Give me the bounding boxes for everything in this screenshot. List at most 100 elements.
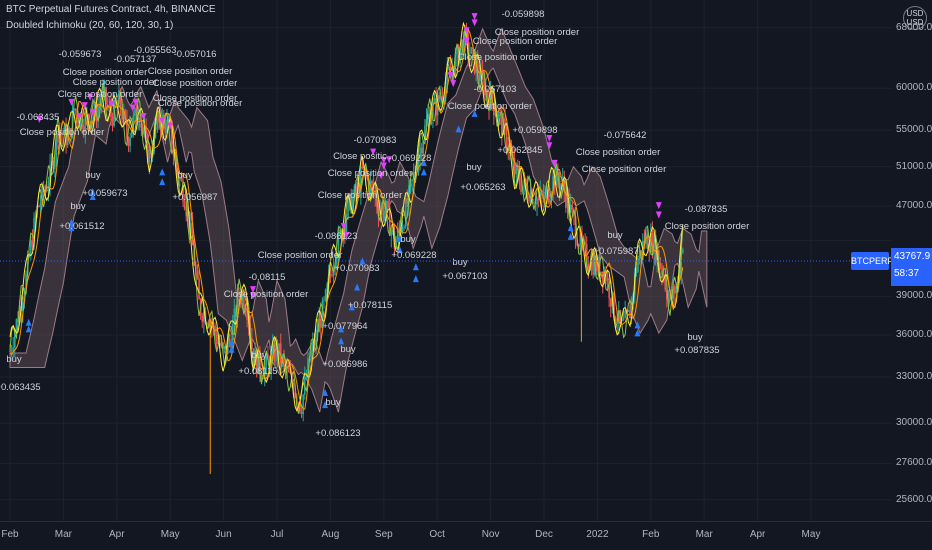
candle-body [605,270,607,281]
price-tick-label: 60000.0 [896,82,932,94]
buy-marker [89,187,96,195]
candle-body [587,264,590,269]
candle-body [345,218,348,233]
candle-body [560,184,562,190]
sell-marker [81,102,88,110]
sell-marker [447,72,454,80]
candle-body [617,310,620,324]
sell-marker [343,231,350,239]
candle-body [182,180,184,202]
candle-body [126,120,128,139]
buy-marker [420,158,427,166]
candle-body [614,317,617,323]
indicator-legend[interactable]: Doubled Ichimoku (20, 60, 120, 30, 1) [6,20,174,31]
candle-body [54,155,56,169]
candle-body [406,198,409,204]
candle-body [355,185,357,193]
candle-body [14,332,16,348]
candle-body [127,138,130,147]
currency-selector[interactable]: USD USD [903,6,927,30]
candle-body [456,46,458,56]
candle-body [60,132,63,134]
time-tick-label: Oct [429,529,445,540]
signal-label: -0.063435 [17,112,60,123]
price-tick-label: 55000.0 [896,124,932,136]
candle-body [523,179,526,187]
price-tick-label: 25600.0 [896,493,932,505]
signal-label: +0.061512 [59,221,104,232]
time-tick-label: Jul [270,529,284,540]
candle-body [648,248,650,253]
signal-label: +0.087835 [674,345,719,356]
candle-body [283,356,285,363]
candle-body [315,329,317,346]
candle-body [286,367,288,370]
signal-label: Close position order [473,36,558,47]
signal-label: +0.063435 [0,382,41,393]
signal-label: buy [607,230,623,241]
candle-body [246,313,248,320]
sell-marker [167,122,174,130]
chart-title[interactable]: BTC Perpetual Futures Contract, 4h, BINA… [6,4,216,15]
candle-body [682,249,684,253]
sell-marker [159,117,166,125]
candle-body [111,117,114,126]
candle-body [476,60,479,75]
signal-label: +0.067103 [442,271,487,282]
price-tick-label: 30000.0 [896,417,932,429]
candle-body [198,278,200,300]
candle-body [114,99,117,104]
candle-body [138,117,141,128]
sell-marker [76,113,83,121]
sell-marker [108,100,115,108]
sell-marker [132,98,139,106]
sell-marker [249,286,256,294]
last-price: 43767.9 [894,251,931,262]
time-tick-label: Jun [215,529,232,540]
candle-body [417,158,420,172]
candle-body [251,337,253,349]
candle-body [584,241,586,245]
sell-marker [129,104,136,112]
candle-body [287,367,290,373]
price-tick-label: 27600.0 [896,457,932,469]
candle-body [446,67,449,83]
candle-body [658,250,660,264]
signal-label: +0.075987 [593,246,638,257]
candle-body [294,394,296,397]
candle-body [241,294,244,301]
buy-marker [25,325,32,333]
candle-body [600,271,602,277]
candle-body [667,297,670,300]
signal-label: buy [466,162,482,173]
candle-body [601,271,604,282]
sell-marker [380,162,387,170]
candle-body [146,134,149,163]
candle-body [145,127,147,135]
buy-marker [25,318,32,326]
candle-body [279,343,282,363]
signal-label: Close position order [318,190,403,201]
candle-body [651,233,654,255]
buy-marker [354,283,361,291]
signal-label: -0.067103 [474,84,517,95]
price-tick-label: 51000.0 [896,160,932,172]
sell-marker [378,172,385,180]
candle-body [215,334,218,344]
candle-body [579,233,582,247]
candle-body [499,111,502,114]
time-tick-label: Feb [1,529,19,540]
candle-body [675,286,678,294]
candle-body [169,119,171,121]
candle-body [412,171,415,180]
sell-marker [471,13,478,21]
candle-body [419,147,421,159]
candle-body [569,204,572,213]
candle-body [622,318,625,320]
buy-marker [412,275,419,283]
sell-marker [340,223,347,231]
candle-body [82,127,85,133]
candle-body [624,310,626,319]
candle-body [52,160,55,169]
